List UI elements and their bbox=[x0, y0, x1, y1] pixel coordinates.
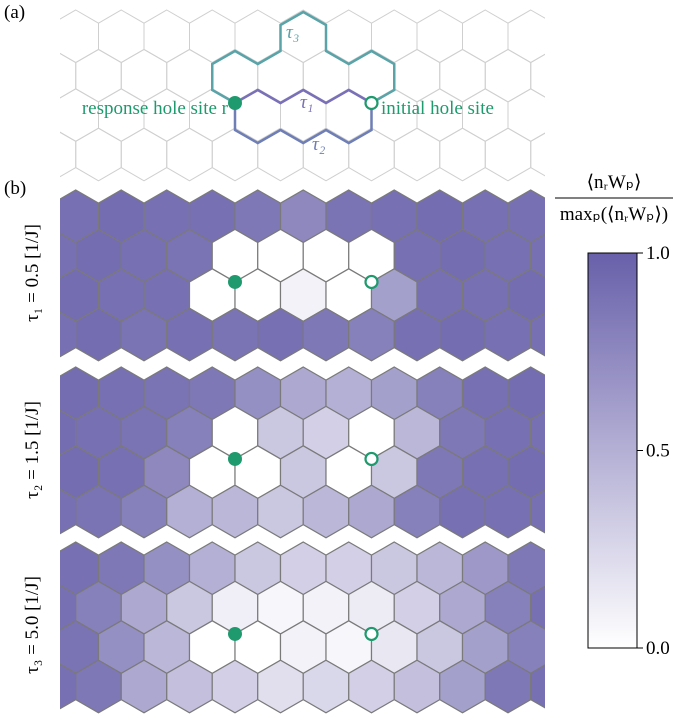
lattice-hex bbox=[166, 127, 213, 182]
lattice-hex bbox=[484, 127, 532, 182]
panel-y-label: τ₃ = 5.0 [1/J] bbox=[22, 576, 43, 674]
lattice-hex bbox=[166, 48, 213, 103]
response-site bbox=[228, 96, 242, 110]
tau2-label: τ₂ bbox=[312, 134, 326, 155]
lattice-hex bbox=[211, 127, 259, 182]
lattice-hex bbox=[98, 9, 145, 64]
hex-cell bbox=[530, 489, 545, 534]
initial-site bbox=[364, 451, 379, 467]
colorbar-denominator: maxₚ(⟨nᵣWₚ⟩) bbox=[560, 204, 668, 225]
response-label: response hole site r bbox=[82, 98, 229, 119]
initial-label: initial hole site bbox=[381, 98, 494, 119]
lattice-hex bbox=[302, 127, 350, 182]
colorbar-tick-label: 0.0 bbox=[646, 638, 670, 659]
heatmap-panel bbox=[60, 366, 545, 539]
lattice-hex bbox=[75, 48, 122, 103]
colorbar-numerator: ⟨nᵣWₚ⟩ bbox=[587, 172, 642, 193]
hex-cell bbox=[530, 585, 545, 630]
lattice-hex bbox=[143, 9, 190, 64]
colorbar-tick-label: 0.5 bbox=[646, 441, 670, 462]
loop-tau3 bbox=[211, 10, 396, 105]
lattice-hex bbox=[439, 127, 486, 182]
lattice-hex bbox=[75, 127, 122, 182]
panel-y-label: τ₁ = 0.5 [1/J] bbox=[22, 224, 43, 322]
tau3-label: τ₃ bbox=[286, 22, 299, 43]
initial-site bbox=[364, 95, 379, 111]
panel-label: (b) bbox=[4, 178, 26, 199]
tau1-label: τ₁ bbox=[300, 92, 313, 113]
initial-site bbox=[364, 274, 379, 290]
heatmap-panel bbox=[60, 189, 545, 362]
lattice-hex bbox=[484, 48, 532, 103]
response-site bbox=[228, 451, 242, 466]
hex-cell bbox=[530, 233, 545, 278]
lattice-hex bbox=[507, 9, 545, 64]
loops bbox=[211, 10, 396, 145]
panel-y-label: τ₂ = 1.5 [1/J] bbox=[22, 401, 43, 499]
response-site bbox=[228, 626, 242, 641]
lattice-hex bbox=[120, 48, 168, 103]
loop-tau1 bbox=[234, 88, 373, 105]
lattice-hex bbox=[60, 131, 77, 178]
lattice-hex bbox=[60, 9, 99, 64]
hex-cell bbox=[530, 312, 545, 357]
lattice bbox=[60, 9, 545, 182]
lattice-hex bbox=[60, 52, 77, 99]
panel-label: (a) bbox=[4, 2, 25, 23]
heatmap-panel bbox=[60, 541, 545, 714]
initial-site bbox=[364, 626, 379, 642]
lattice-hex bbox=[439, 48, 486, 103]
lattice-hex bbox=[348, 127, 395, 182]
lattice-hex bbox=[530, 53, 545, 98]
lattice-hex bbox=[393, 127, 441, 182]
lattice-hex bbox=[257, 127, 304, 182]
hex-cell bbox=[530, 410, 545, 455]
colorbar-tick-label: 1.0 bbox=[646, 243, 670, 264]
lattice-hex bbox=[462, 9, 509, 64]
loop-tau2 bbox=[233, 103, 373, 145]
lattice-hex bbox=[416, 9, 463, 64]
lattice-hex bbox=[530, 132, 545, 177]
hex-cell bbox=[530, 664, 545, 709]
lattice-hex bbox=[120, 127, 168, 182]
colorbar bbox=[587, 252, 638, 649]
lattice-hex bbox=[507, 88, 545, 142]
response-site bbox=[228, 274, 242, 289]
lattice-hex bbox=[393, 48, 441, 103]
